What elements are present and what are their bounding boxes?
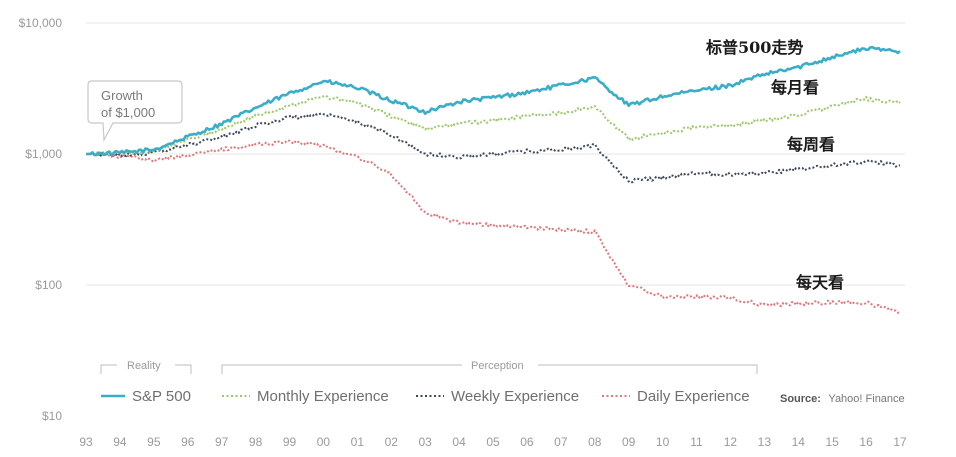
- x-tick-label: 14: [792, 435, 806, 449]
- y-tick-label: $10,000: [19, 16, 63, 30]
- x-tick-label: 13: [758, 435, 772, 449]
- x-tick-label: 15: [825, 435, 839, 449]
- growth-callout: Growth of $1,000: [87, 80, 183, 143]
- label-daily-cn: 每天看: [796, 273, 844, 292]
- legend-label-daily: Daily Experience: [637, 388, 750, 405]
- y-tick-label: $1,000: [25, 147, 62, 161]
- x-tick-label: 97: [215, 435, 229, 449]
- x-tick-label: 99: [283, 435, 297, 449]
- x-tick-label: 93: [79, 435, 93, 449]
- legend-label-monthly: Monthly Experience: [257, 388, 389, 405]
- legend-group-reality: Reality: [100, 360, 192, 374]
- series-line-daily: [85, 139, 901, 314]
- legend-label-sp500: S&P 500: [132, 388, 191, 405]
- x-tick-label: 16: [859, 435, 873, 449]
- x-tick-label: 02: [385, 435, 399, 449]
- label-sp500-cn: 标普500走势: [705, 38, 803, 57]
- legend-group-reality-label: Reality: [127, 360, 161, 372]
- label-monthly-cn: 每月看: [771, 78, 819, 97]
- x-tick-label: 94: [113, 435, 127, 449]
- x-tick-label: 95: [147, 435, 161, 449]
- source-note-label: Source:: [780, 393, 821, 405]
- x-tick-label: 12: [724, 435, 738, 449]
- x-tick-label: 10: [656, 435, 670, 449]
- legend: Reality Perception S&P 500 Monthly Exper…: [100, 360, 905, 406]
- legend-label-weekly: Weekly Experience: [451, 388, 579, 405]
- x-tick-label: 08: [588, 435, 602, 449]
- legend-group-perception: Perception: [221, 360, 758, 374]
- x-tick-label: 04: [452, 435, 466, 449]
- legend-group-perception-label: Perception: [471, 360, 524, 372]
- x-tick-label: 05: [486, 435, 500, 449]
- x-tick-label: 07: [554, 435, 568, 449]
- x-tick-label: 09: [622, 435, 636, 449]
- source-note-text: Yahoo! Finance: [828, 393, 904, 405]
- x-tick-label: 00: [317, 435, 331, 449]
- source-note: Source: Yahoo! Finance: [780, 389, 905, 406]
- x-tick-label: 98: [249, 435, 263, 449]
- y-tick-label: $10: [42, 409, 62, 423]
- callout-line-2: of $1,000: [101, 105, 155, 120]
- y-tick-label: $100: [35, 278, 62, 292]
- x-tick-label: 01: [351, 435, 365, 449]
- y-axis-ticks: $10,000 $1,000 $100 $10: [19, 16, 63, 423]
- x-tick-label: 11: [690, 435, 703, 449]
- x-tick-label: 03: [418, 435, 432, 449]
- callout-line-1: Growth: [101, 88, 143, 103]
- x-axis-ticks: 93 94 95 96 97 98 99 00 01 02 03 04 05 06 07 08 09 10 11 12…: [79, 435, 907, 449]
- x-tick-label: 96: [181, 435, 195, 449]
- series-lines: [85, 45, 901, 314]
- series-line-sp500: [85, 45, 901, 157]
- series-line-monthly: [86, 94, 901, 156]
- series-line-weekly: [86, 112, 901, 184]
- x-tick-label: 17: [893, 435, 907, 449]
- x-tick-label: 06: [520, 435, 534, 449]
- label-weekly-cn: 每周看: [787, 135, 835, 154]
